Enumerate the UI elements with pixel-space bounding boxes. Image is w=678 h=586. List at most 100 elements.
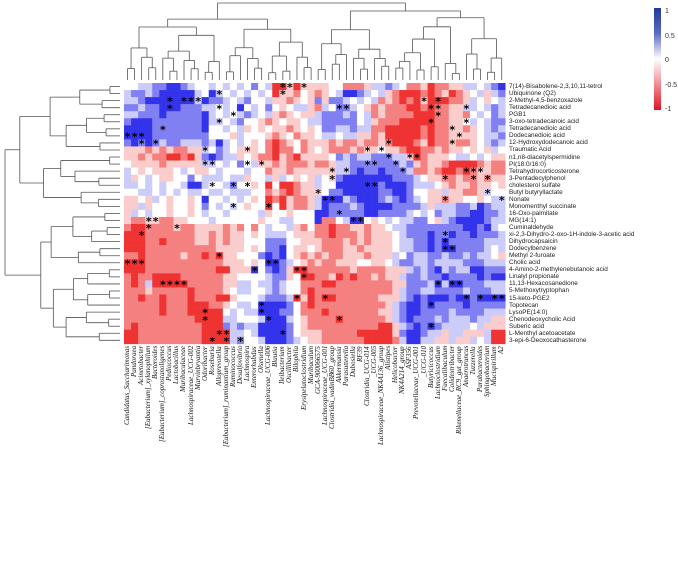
heatmap-cell bbox=[484, 174, 492, 182]
heatmap-cell bbox=[138, 125, 146, 133]
heatmap-cell bbox=[477, 329, 485, 338]
heatmap-cell bbox=[356, 252, 365, 260]
heatmap-cell bbox=[265, 188, 273, 197]
heatmap-cell bbox=[378, 245, 386, 253]
heatmap-cell bbox=[484, 146, 492, 154]
row-label: 4-Amino-2-methylenebutanoic acid bbox=[509, 266, 608, 274]
heatmap-cell bbox=[342, 111, 351, 119]
heatmap-cell bbox=[194, 301, 202, 309]
heatmap-cell bbox=[413, 174, 421, 182]
heatmap-cell bbox=[145, 259, 153, 267]
heatmap-cell bbox=[477, 273, 485, 281]
heatmap-cell bbox=[342, 167, 351, 175]
heatmap-cell bbox=[229, 322, 238, 331]
heatmap-cell bbox=[335, 287, 344, 295]
heatmap-cell bbox=[194, 160, 202, 168]
heatmap-cell bbox=[244, 322, 252, 331]
row-label: Traumatic Acid bbox=[509, 146, 552, 154]
row-label: 2-Methyl-4,5-benzoxazole bbox=[509, 97, 583, 105]
heatmap-cell bbox=[180, 308, 188, 316]
heatmap-cell bbox=[286, 245, 294, 253]
heatmap-cell bbox=[349, 238, 358, 246]
heatmap-cell bbox=[455, 118, 464, 126]
heatmap-cell bbox=[477, 231, 485, 239]
significance-star: * bbox=[400, 166, 406, 179]
significance-star: * bbox=[478, 293, 484, 306]
heatmap-cell bbox=[399, 266, 407, 274]
heatmap-cell bbox=[364, 238, 372, 246]
heatmap-cell bbox=[236, 336, 245, 345]
heatmap-cell bbox=[399, 139, 407, 147]
heatmap-cell bbox=[441, 181, 450, 190]
heatmap-cell bbox=[180, 301, 188, 309]
heatmap-cell bbox=[413, 315, 421, 323]
heatmap-cell bbox=[173, 202, 181, 211]
heatmap-cell bbox=[180, 231, 188, 239]
heatmap-cell bbox=[166, 245, 174, 253]
row-label: n1,n8-diacetylspermidine bbox=[509, 153, 581, 161]
heatmap-cell bbox=[356, 336, 365, 345]
heatmap-cell bbox=[342, 160, 351, 168]
heatmap-cell bbox=[371, 308, 379, 316]
heatmap-cell bbox=[420, 118, 428, 126]
heatmap-cell bbox=[124, 202, 132, 211]
heatmap-cell bbox=[145, 301, 153, 309]
heatmap-cell bbox=[251, 167, 259, 175]
heatmap-cell bbox=[420, 322, 428, 331]
heatmap-cell bbox=[215, 259, 224, 267]
heatmap-cell bbox=[321, 238, 330, 246]
heatmap-cell bbox=[307, 336, 315, 345]
heatmap-cell bbox=[427, 181, 435, 190]
heatmap-cell bbox=[208, 336, 217, 345]
heatmap-cell bbox=[215, 118, 224, 126]
heatmap-cell bbox=[420, 329, 428, 338]
heatmap-cell bbox=[166, 287, 174, 295]
heatmap-cell bbox=[236, 252, 245, 260]
heatmap-cell bbox=[441, 118, 450, 126]
heatmap-cell bbox=[166, 322, 174, 331]
heatmap-cell bbox=[222, 266, 231, 274]
heatmap-cell bbox=[272, 280, 280, 288]
heatmap-cell bbox=[194, 181, 202, 190]
heatmap-cell bbox=[364, 252, 372, 260]
heatmap-cell bbox=[392, 153, 400, 161]
heatmap-cell bbox=[300, 329, 308, 338]
heatmap-cell bbox=[371, 195, 379, 204]
significance-star: * bbox=[336, 102, 342, 115]
heatmap-cell bbox=[166, 273, 174, 281]
heatmap-cell bbox=[455, 139, 464, 147]
heatmap-cell bbox=[342, 153, 351, 161]
significance-star: * bbox=[336, 314, 342, 327]
heatmap-cell bbox=[194, 132, 202, 140]
heatmap-cell bbox=[166, 280, 174, 288]
heatmap-cell bbox=[307, 146, 315, 154]
heatmap-cell bbox=[236, 294, 245, 302]
heatmap-cell bbox=[159, 231, 167, 239]
heatmap-cell bbox=[159, 111, 167, 119]
heatmap-cell bbox=[194, 90, 202, 98]
heatmap-cell bbox=[180, 174, 188, 182]
heatmap-cell bbox=[349, 90, 358, 98]
heatmap-cell bbox=[152, 294, 160, 302]
heatmap-cell bbox=[272, 308, 280, 316]
significance-star: * bbox=[464, 293, 470, 306]
heatmap-cell bbox=[222, 273, 231, 281]
significance-star: * bbox=[160, 123, 166, 136]
heatmap-cell bbox=[293, 111, 301, 119]
heatmap-cell bbox=[166, 202, 174, 211]
heatmap-cell bbox=[187, 273, 195, 281]
row-label: Cholic acid bbox=[509, 259, 541, 267]
heatmap-cell bbox=[498, 209, 506, 218]
heatmap-cell bbox=[145, 188, 153, 197]
significance-star: * bbox=[238, 335, 244, 348]
heatmap-cell bbox=[152, 188, 160, 197]
heatmap-cell bbox=[491, 280, 499, 288]
significance-star: * bbox=[499, 194, 505, 207]
heatmap-cell bbox=[427, 245, 435, 253]
heatmap-cell bbox=[455, 167, 464, 175]
heatmap-cell bbox=[385, 83, 393, 91]
dendrograms bbox=[4, 2, 503, 341]
heatmap-cell bbox=[434, 231, 442, 239]
heatmap-cell bbox=[279, 287, 287, 295]
heatmap-cell bbox=[335, 273, 344, 281]
